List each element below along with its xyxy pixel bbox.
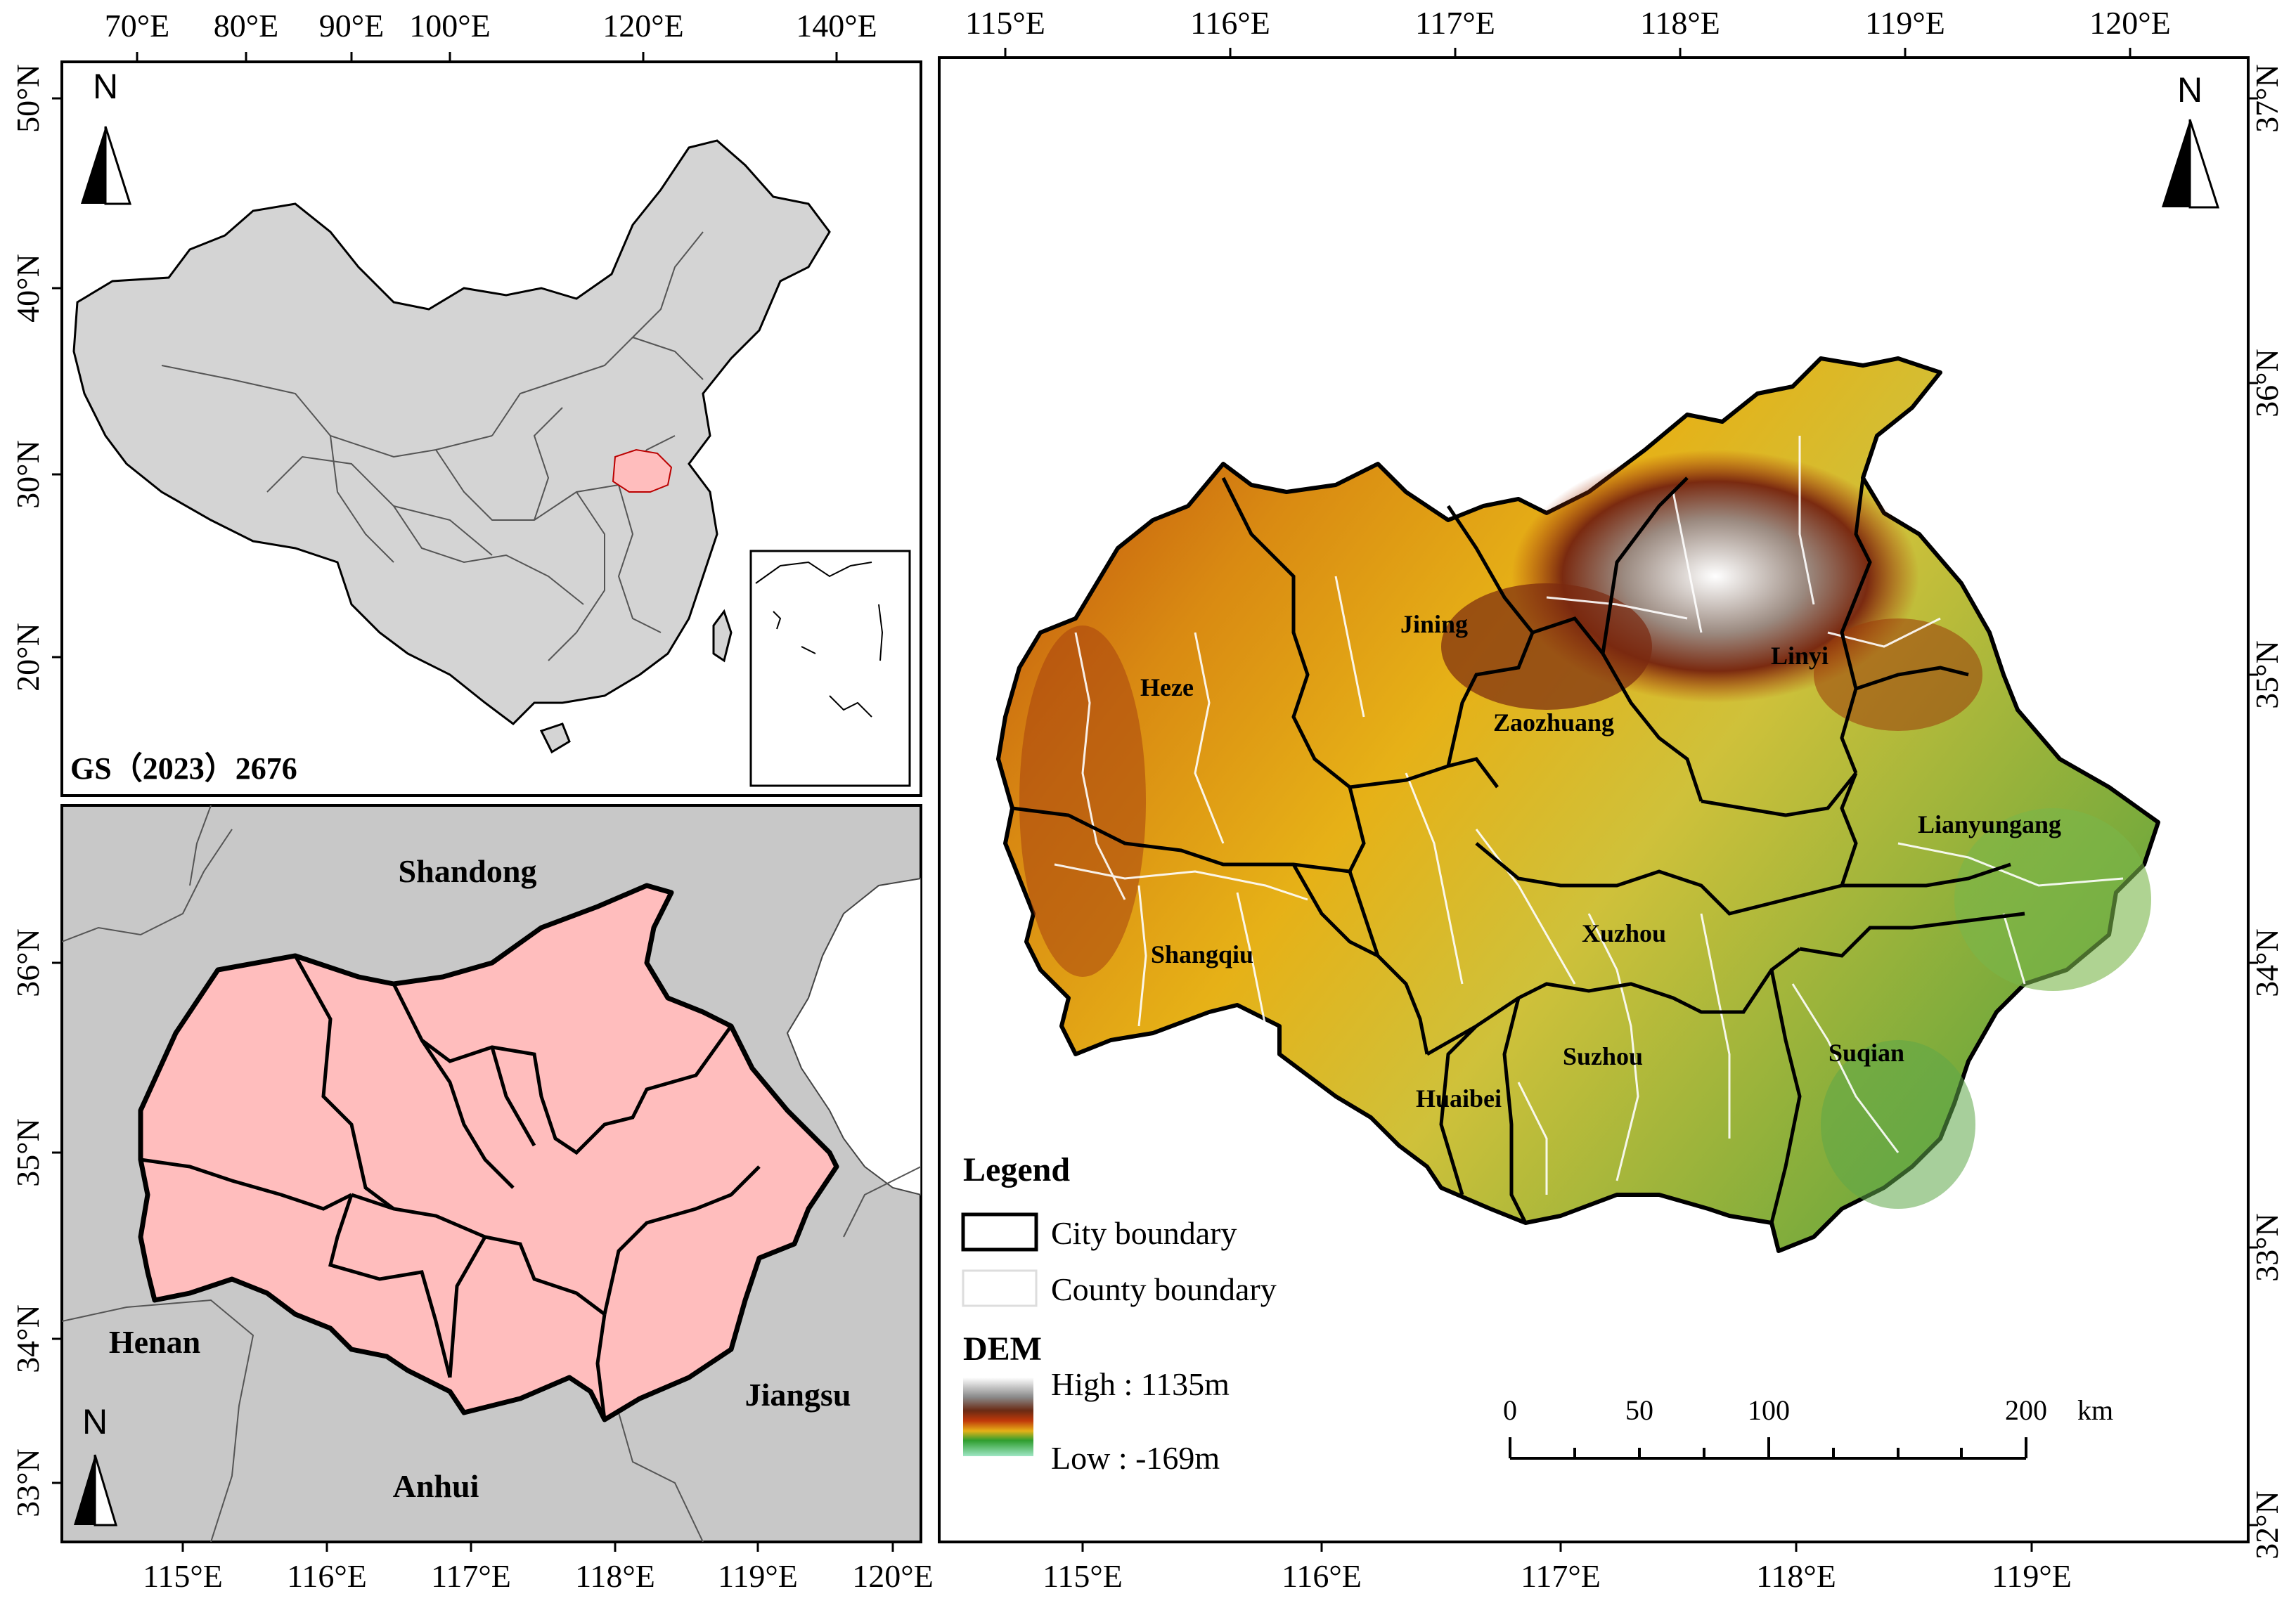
city-label-shangqiu: Shangqiu [1151, 940, 1253, 968]
tick-label: 119°E [1992, 1558, 2072, 1594]
city-boundaries [1012, 476, 2025, 1224]
city-label-jining: Jining [1400, 610, 1468, 638]
inset-coastline [755, 561, 884, 718]
scale-label: 0 [1503, 1394, 1517, 1426]
tick-label: 50°N [10, 64, 46, 133]
tick-label: 117°E [1415, 5, 1495, 41]
scale-unit: km [2077, 1394, 2113, 1426]
tick-label: 140°E [796, 8, 877, 44]
province-label-anhui: Anhui [393, 1468, 479, 1504]
tick-label: 100°E [409, 8, 491, 44]
dem-color-ramp [963, 1377, 1033, 1456]
tick-label: 120°E [602, 8, 684, 44]
dem-top-ticks: 115°E 116°E 117°E 118°E 119°E 120°E [965, 5, 2171, 58]
tick-label: 120°E [852, 1558, 934, 1594]
north-label: N [2177, 70, 2203, 110]
tick-label: 34°N [10, 1304, 46, 1373]
province-label-jiangsu: Jiangsu [745, 1377, 851, 1413]
tick-label: 116°E [1190, 5, 1270, 41]
city-label-zaozhuang: Zaozhuang [1493, 708, 1614, 737]
tick-label: 115°E [965, 5, 1045, 41]
china-landmass [72, 139, 831, 725]
lowland-shade [1821, 1040, 1975, 1209]
north-arrow-regional: N [74, 1402, 118, 1526]
tick-label: 20°N [10, 623, 46, 692]
north-label: N [82, 1402, 108, 1441]
tick-label: 118°E [575, 1558, 655, 1594]
legend-dem-title: DEM [963, 1330, 1042, 1368]
city-label-huaibei: Huaibei [1416, 1084, 1502, 1113]
legend-dem-high: High : 1135m [1051, 1366, 1230, 1402]
regional-bottom-ticks: 115°E 116°E 117°E 118°E 119°E 120°E [143, 1542, 934, 1594]
county-boundaries [1054, 436, 2124, 1195]
tick-label: 40°N [10, 254, 46, 323]
city-label-linyi: Linyi [1771, 642, 1829, 670]
city-label-suzhou: Suzhou [1563, 1042, 1643, 1070]
province-label-henan: Henan [109, 1324, 200, 1360]
tick-label: 30°N [10, 440, 46, 509]
legend-county-label: County boundary [1051, 1271, 1277, 1307]
tick-label: 115°E [143, 1558, 223, 1594]
legend-city-label: City boundary [1051, 1215, 1237, 1251]
taiwan-island [712, 609, 733, 663]
province-label-shandong: Shandong [399, 853, 537, 889]
tick-label: 116°E [1282, 1558, 1362, 1594]
dem-right-ticks: 37°N 36°N 35°N 34°N 33°N 32°N [2248, 64, 2285, 1560]
yellow-sea [786, 877, 921, 1196]
tick-label: 118°E [1640, 5, 1720, 41]
tick-label: 90°E [319, 8, 385, 44]
city-label-suqian: Suqian [1829, 1039, 1904, 1067]
tick-label: 119°E [718, 1558, 798, 1594]
city-label-heze: Heze [1140, 673, 1194, 701]
legend-title: Legend [963, 1151, 1070, 1188]
north-arrow-dem: N [2162, 70, 2220, 209]
lowland-shade [1019, 625, 1146, 977]
scale-label: 200 [2005, 1394, 2047, 1426]
scale-label: 100 [1748, 1394, 1790, 1426]
dem-map-panel: Jining Linyi Heze Zaozhuang Lianyungang … [938, 5, 2285, 1594]
overview-left-ticks: 50°N 40°N 30°N 20°N [10, 64, 62, 692]
tick-label: 118°E [1756, 1558, 1836, 1594]
city-label-xuzhou: Xuzhou [1582, 919, 1666, 947]
dem-bottom-ticks: 115°E 116°E 117°E 118°E 119°E [1043, 1542, 2072, 1594]
approval-number: GS（2023）2676 [70, 751, 297, 786]
south-china-sea-inset [749, 550, 911, 787]
regional-city-boundaries [140, 954, 761, 1420]
legend-city-swatch [961, 1212, 1038, 1252]
overview-map-panel: N GS（2023）2676 70°E 80°E 90°E 100°E 120°… [10, 8, 922, 797]
study-area-highlight [612, 448, 673, 493]
overview-top-ticks: 70°E 80°E 90°E 100°E 120°E 140°E [105, 8, 877, 62]
scale-label: 50 [1625, 1394, 1653, 1426]
tick-label: 33°N [10, 1448, 46, 1517]
legend-county-swatch [962, 1269, 1038, 1307]
tick-label: 80°E [214, 8, 279, 44]
map-legend: Legend City boundary County boundary DEM… [961, 1151, 1277, 1476]
tick-label: 116°E [287, 1558, 367, 1594]
regional-left-ticks: 36°N 35°N 34°N 33°N [10, 928, 62, 1517]
highland-shade [1441, 583, 1652, 710]
tick-label: 70°E [105, 8, 170, 44]
province-boundaries [161, 231, 704, 661]
tick-label: 36°N [10, 928, 46, 997]
tick-label: 120°E [2089, 5, 2171, 41]
tick-label: 115°E [1043, 1558, 1123, 1594]
tick-label: 119°E [1865, 5, 1945, 41]
regional-map-panel: Shandong Henan Anhui Jiangsu N 115°E 116… [10, 804, 934, 1594]
city-labels: Jining Linyi Heze Zaozhuang Lianyungang … [1140, 610, 2061, 1113]
north-arrow-overview: N [81, 67, 132, 205]
tick-label: 35°N [10, 1118, 46, 1187]
tick-label: 117°E [431, 1558, 511, 1594]
legend-dem-low: Low : -169m [1051, 1440, 1220, 1476]
north-label: N [93, 67, 118, 106]
study-area-regional [138, 883, 839, 1422]
lowland-shade [1954, 808, 2151, 991]
tick-label: 117°E [1521, 1558, 1601, 1594]
scale-bar: 0 50 100 200 km [1503, 1394, 2113, 1460]
regional-province-borders [62, 805, 921, 1542]
hainan-island [539, 722, 571, 754]
city-label-lianyungang: Lianyungang [1918, 810, 2061, 838]
